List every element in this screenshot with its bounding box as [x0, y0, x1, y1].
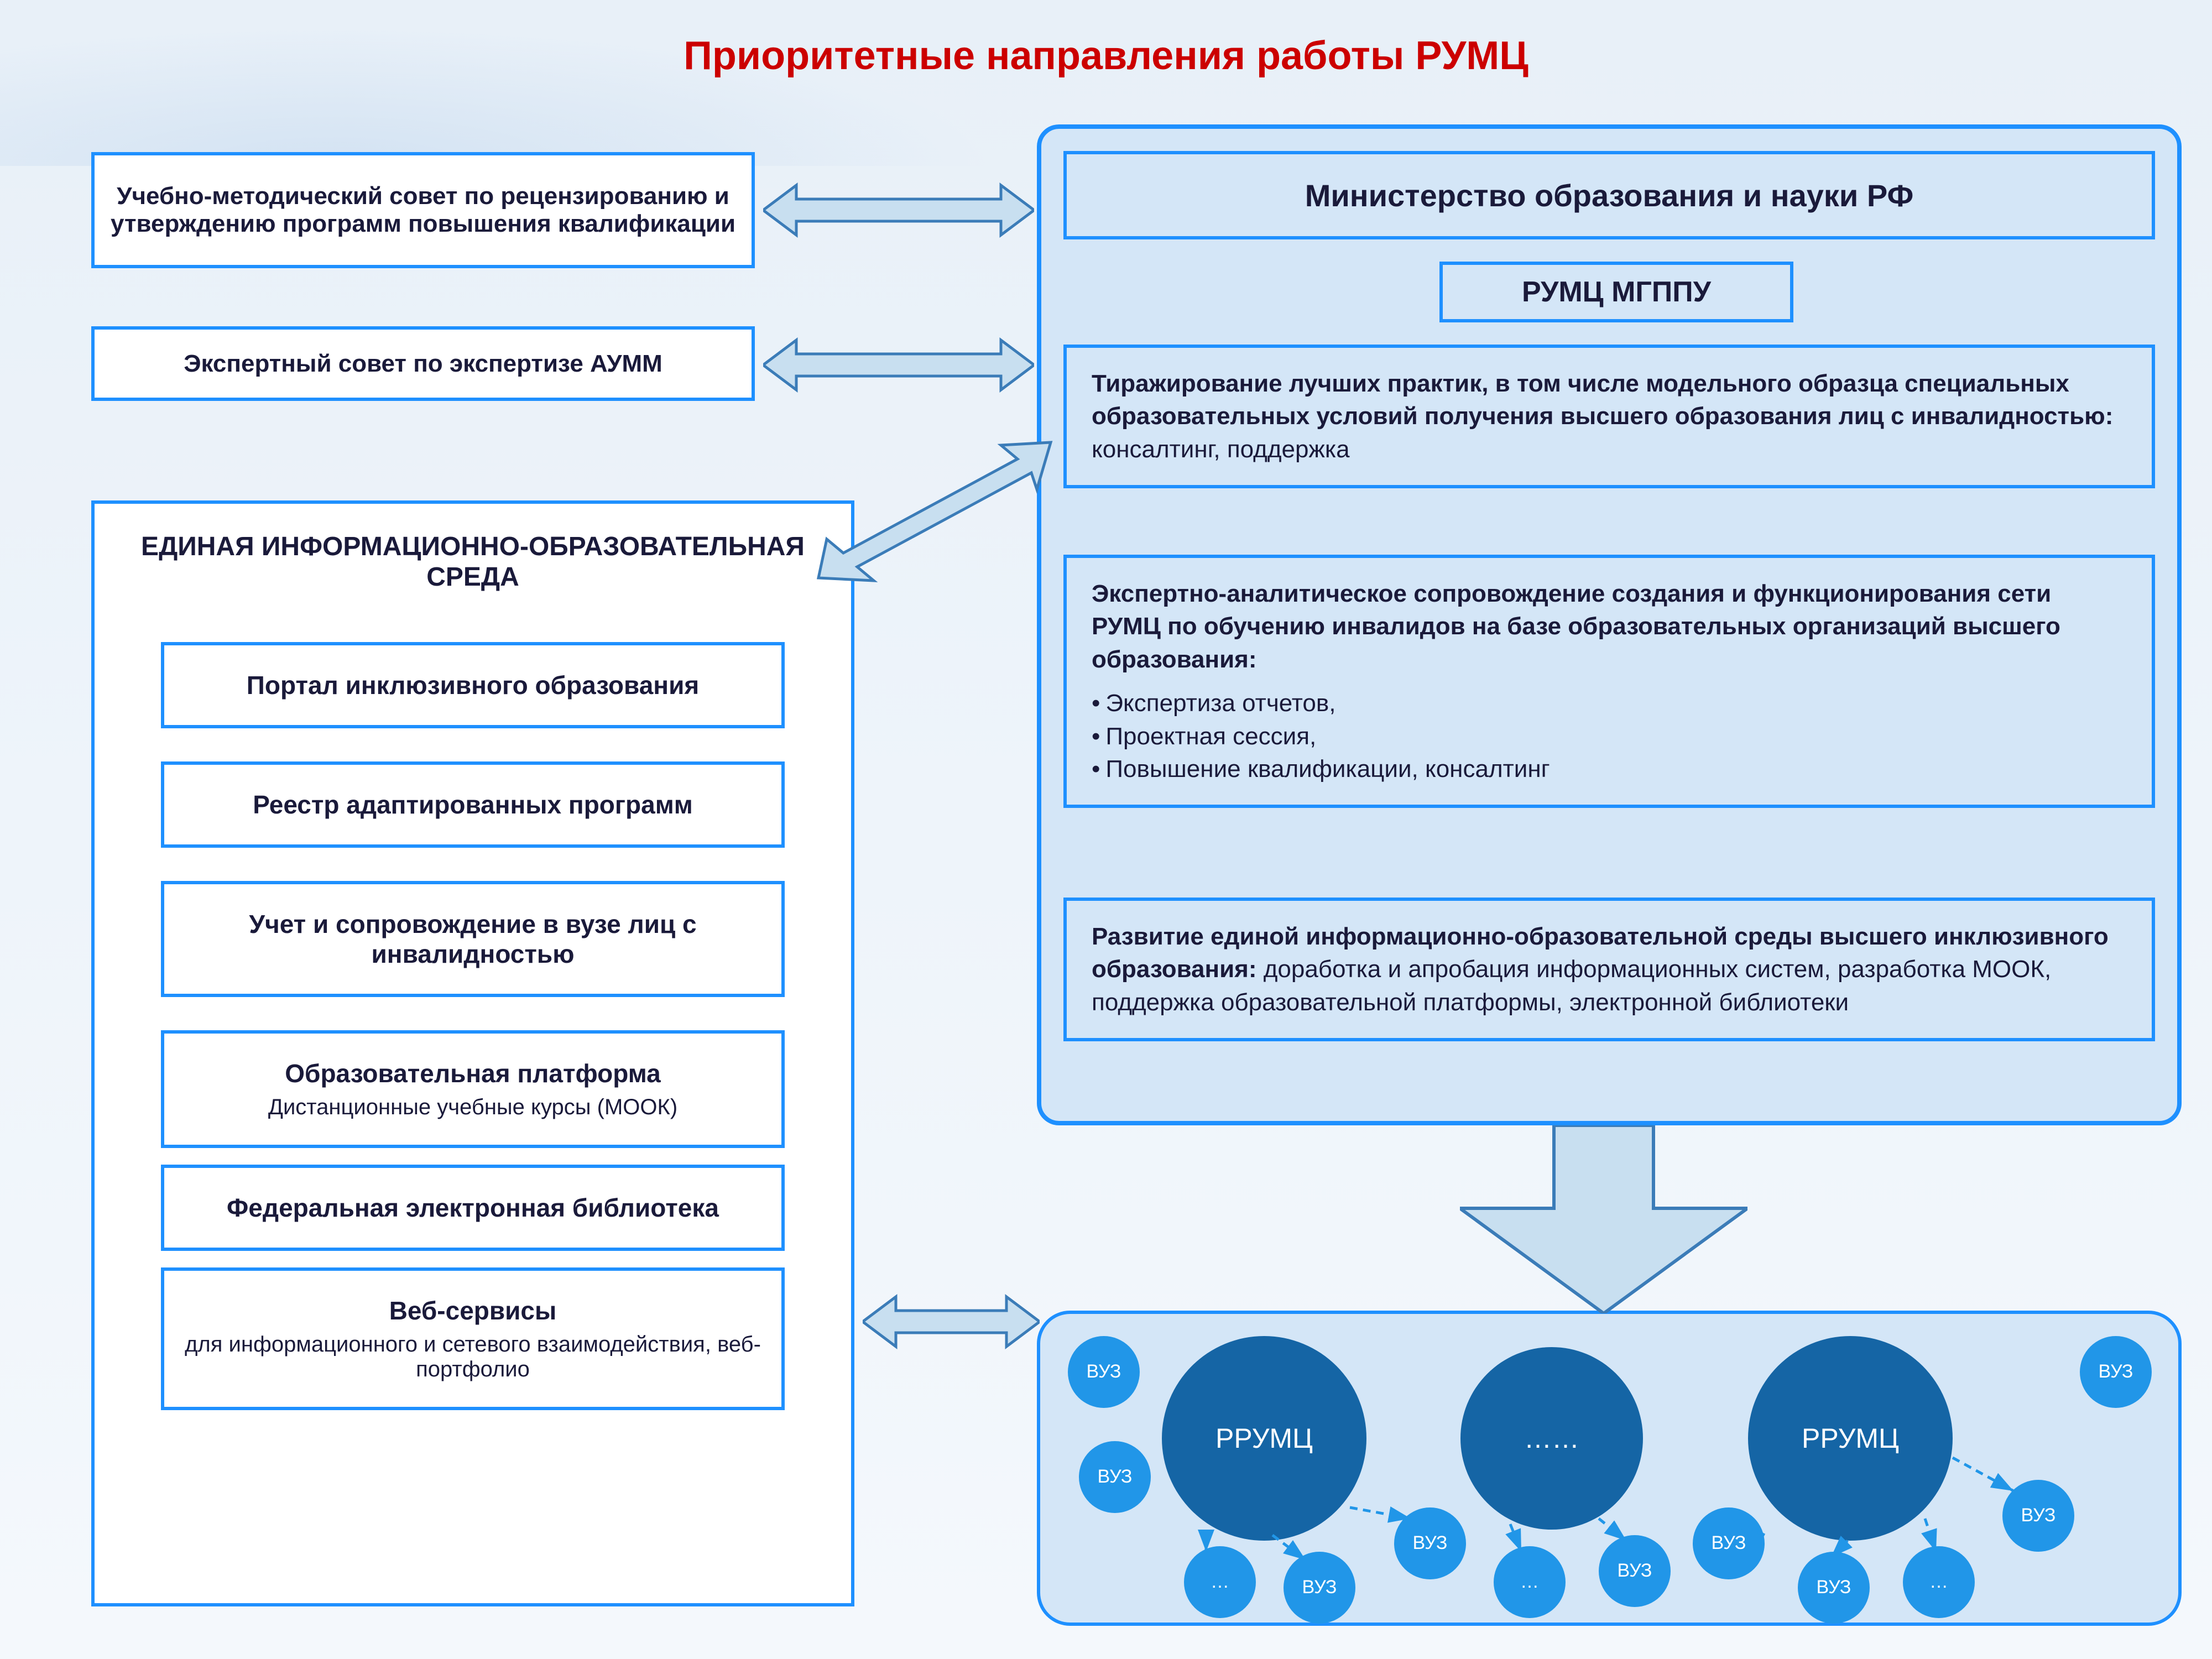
info-block-1: Тиражирование лучших практик, в том числ… — [1063, 345, 2155, 488]
left-item-title: Учет и сопровождение в вузе лиц с инвали… — [249, 910, 696, 968]
rumc-box: РУМЦ МГППУ — [1439, 262, 1793, 322]
left-item-4: Федеральная электронная библиотека — [161, 1165, 785, 1251]
council-box-1: Учебно-методический совет по рецензирова… — [91, 152, 755, 268]
vuz-node: ВУЗ — [1693, 1507, 1765, 1579]
info2-item: Повышение квалификации, консалтинг — [1092, 753, 2127, 785]
council-box-2: Экспертный совет по экспертизе АУММ — [91, 326, 755, 401]
double-arrow-diag — [813, 437, 1056, 592]
page-title: Приоритетные направления работы РУМЦ — [684, 33, 1528, 79]
dots-node: … — [1184, 1546, 1256, 1618]
left-item-1: Реестр адаптированных программ — [161, 761, 785, 848]
left-item-sub: Дистанционные учебные курсы (МООК) — [181, 1095, 765, 1120]
dots-node: … — [1903, 1546, 1975, 1618]
left-panel: ЕДИНАЯ ИНФОРМАЦИОННО-ОБРАЗОВАТЕЛЬНАЯ СРЕ… — [91, 500, 854, 1606]
left-item-0: Портал инклюзивного образования — [161, 642, 785, 728]
info2-list: Экспертиза отчетов, Проектная сессия, По… — [1092, 687, 2127, 785]
vuz-node: ВУЗ — [1798, 1552, 1870, 1624]
network-big-node-3: РРУМЦ — [1748, 1336, 1953, 1541]
left-item-title: Портал инклюзивного образования — [247, 671, 699, 700]
down-arrow — [1460, 1125, 1747, 1313]
info1-bold: Тиражирование лучших практик, в том числ… — [1092, 370, 2113, 430]
vuz-node: ВУЗ — [2080, 1336, 2152, 1408]
double-arrow-1 — [763, 177, 1034, 243]
vuz-node: ВУЗ — [1079, 1441, 1151, 1513]
double-arrow-3 — [863, 1288, 1040, 1355]
info-block-3: Развитие единой информационно-образовате… — [1063, 898, 2155, 1041]
ministry-box: Министерство образования и науки РФ — [1063, 151, 2155, 239]
vuz-node: ВУЗ — [1394, 1507, 1466, 1579]
info2-bold: Экспертно-аналитическое сопровождение со… — [1092, 580, 2060, 673]
left-item-3: Образовательная платформа Дистанционные … — [161, 1030, 785, 1148]
info2-item: Экспертиза отчетов, — [1092, 687, 2127, 719]
left-panel-header: ЕДИНАЯ ИНФОРМАЦИОННО-ОБРАЗОВАТЕЛЬНАЯ СРЕ… — [95, 504, 851, 609]
left-item-title: Образовательная платформа — [285, 1059, 660, 1088]
network-panel: РРУМЦ …… РРУМЦ ВУЗ ВУЗ … ВУЗ ВУЗ … ВУЗ В… — [1037, 1311, 2182, 1626]
background-decoration — [0, 0, 1106, 166]
left-item-2: Учет и сопровождение в вузе лиц с инвали… — [161, 881, 785, 997]
left-item-sub: для информационного и сетевого взаимодей… — [181, 1332, 765, 1382]
info-block-2: Экспертно-аналитическое сопровождение со… — [1063, 555, 2155, 808]
vuz-node: ВУЗ — [1284, 1552, 1355, 1624]
vuz-node: ВУЗ — [1599, 1535, 1671, 1607]
left-item-5: Веб-сервисы для информационного и сетево… — [161, 1267, 785, 1410]
vuz-node: ВУЗ — [2002, 1480, 2074, 1552]
left-item-title: Веб-сервисы — [389, 1296, 557, 1325]
network-big-node-2: …… — [1460, 1347, 1643, 1530]
info2-item: Проектная сессия, — [1092, 720, 2127, 753]
left-item-title: Реестр адаптированных программ — [253, 790, 693, 819]
right-panel: Министерство образования и науки РФ РУМЦ… — [1037, 124, 2182, 1125]
vuz-node: ВУЗ — [1068, 1336, 1140, 1408]
network-big-node-1: РРУМЦ — [1162, 1336, 1366, 1541]
left-item-title: Федеральная электронная библиотека — [227, 1193, 719, 1222]
double-arrow-2 — [763, 332, 1034, 398]
dots-node: … — [1494, 1546, 1566, 1618]
info1-rest: консалтинг, поддержка — [1092, 436, 1350, 463]
